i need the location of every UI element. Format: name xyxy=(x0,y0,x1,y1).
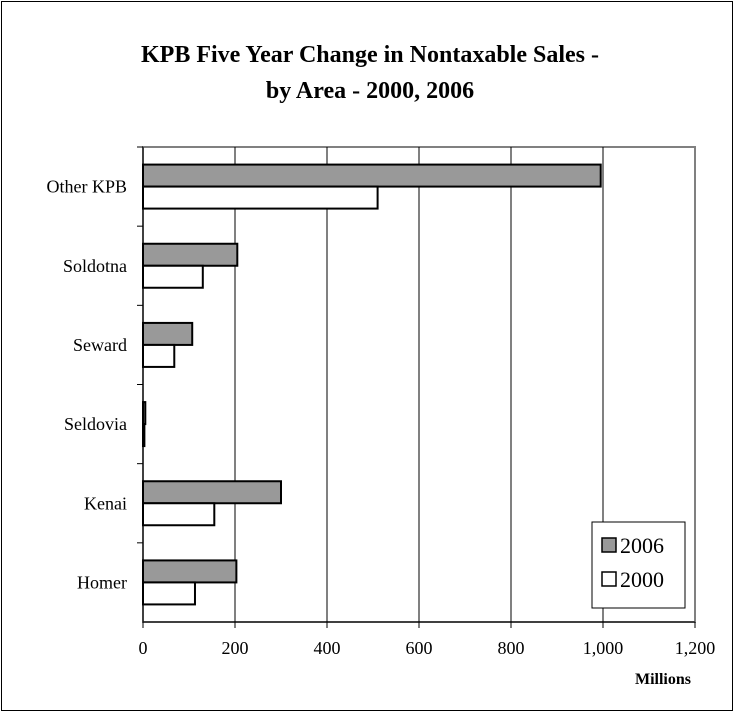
bar-2006-homer xyxy=(142,559,238,584)
legend-box xyxy=(591,521,686,609)
legend-label-2000: 2000 xyxy=(620,567,664,592)
bar-2006-other-kpb xyxy=(142,163,602,188)
bar-2000-seldovia xyxy=(142,423,146,448)
chart-title-line-1: KPB Five Year Change in Nontaxable Sales… xyxy=(141,42,599,68)
bar-2000-other-kpb xyxy=(142,185,379,210)
chart-title: KPB Five Year Change in Nontaxable Sales… xyxy=(141,42,599,104)
chart-title-line-2: by Area - 2000, 2006 xyxy=(266,78,474,104)
category-label: Soldotna xyxy=(63,256,127,276)
x-tick-label: 1,000 xyxy=(583,638,624,658)
legend-label-2006: 2006 xyxy=(620,533,664,558)
x-tick-label: 200 xyxy=(222,638,249,658)
bar-2006-kenai xyxy=(142,480,282,505)
legend: 2006 2000 xyxy=(591,521,686,609)
bar-2006-seward xyxy=(142,321,194,346)
legend-swatch-2000 xyxy=(601,571,617,587)
category-label: Seldovia xyxy=(64,414,127,434)
category-label: Homer xyxy=(77,572,127,592)
bar-2000-seward xyxy=(142,343,176,368)
x-unit-label: Millions xyxy=(635,671,691,688)
bar-2000-kenai xyxy=(142,502,216,527)
category-label: Other KPB xyxy=(47,177,128,197)
x-tick-label: 1,200 xyxy=(675,638,716,658)
x-tick-label: 0 xyxy=(139,638,148,658)
plot-area: 0 200 400 600 800 1,000 1,200 Millions Other KPB… xyxy=(47,146,716,688)
bar-2006-seldovia xyxy=(142,401,147,426)
category-label: Kenai xyxy=(84,493,127,513)
x-tick-label: 400 xyxy=(314,638,341,658)
category-label: Seward xyxy=(73,335,127,355)
legend-swatch-2006 xyxy=(601,537,617,553)
x-tick-label: 600 xyxy=(406,638,433,658)
bar-2006-soldotna xyxy=(142,242,239,267)
bar-2000-homer xyxy=(142,581,196,606)
bar-2000-soldotna xyxy=(142,264,204,289)
x-tick-label: 800 xyxy=(498,638,525,658)
